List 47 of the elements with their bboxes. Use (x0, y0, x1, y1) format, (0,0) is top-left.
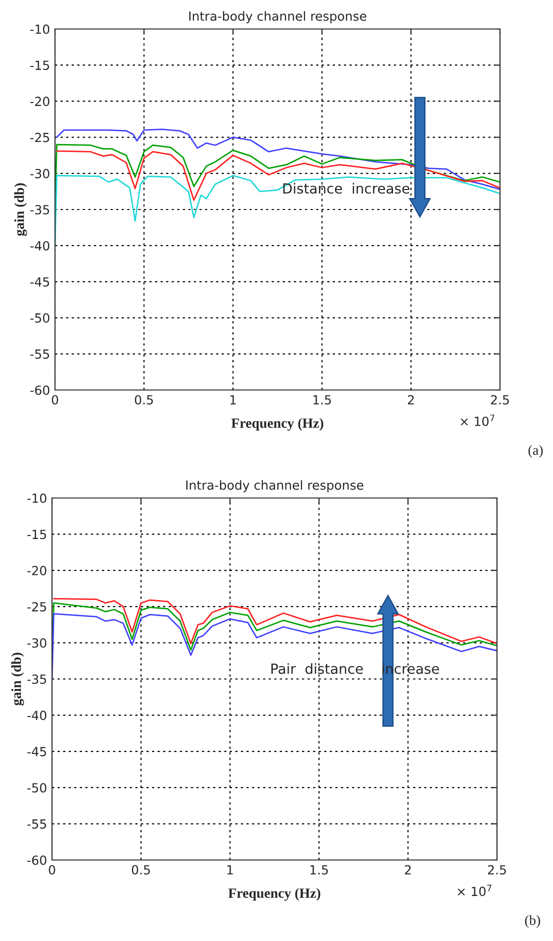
y-tick-label: -20 (30, 96, 50, 106)
x-axis-title: Frequency (Hz) (231, 418, 324, 431)
annotation: Distance increase (283, 182, 410, 194)
x-tick-label: 0 (52, 395, 58, 405)
y-tick-label: -25 (27, 602, 46, 612)
x-axis-title: Frequency (Hz) (228, 888, 320, 901)
y-tick-label: -40 (30, 241, 50, 251)
x-tick-label: 1 (227, 865, 233, 874)
x-tick-label: 1 (230, 395, 236, 404)
y-axis-title: gain (db) (11, 652, 24, 706)
text: (b) (525, 915, 540, 928)
text: (a) (528, 445, 543, 458)
line-series (53, 598, 497, 644)
x-tick-label: 2.5 (490, 395, 509, 405)
x-tick-label: 2 (408, 395, 414, 404)
y-axis-title: gain (db) (14, 183, 27, 236)
y-tick-label: -10 (30, 24, 50, 34)
y-tick-label: -50 (30, 313, 50, 323)
text: × 10$^{7}$ (460, 414, 494, 426)
y-tick-label: -60 (27, 855, 46, 865)
line-series (56, 150, 500, 201)
x-tick-label: 0.5 (134, 395, 153, 405)
x-tick-label: 2.5 (488, 865, 506, 875)
y-tick-label: -25 (30, 132, 50, 142)
x-tick-label: 1.5 (310, 865, 328, 875)
chart-title: Intra-body channel response (189, 11, 366, 24)
y-tick-label: -40 (27, 710, 46, 720)
y-tick-label: -10 (27, 493, 46, 503)
y-tick-label: -20 (27, 566, 46, 576)
y-tick-label: -60 (30, 385, 50, 395)
chart-title: Intra-body channel response (186, 480, 364, 492)
y-tick-label: -55 (30, 350, 50, 359)
text: × 10$^{7}$ (458, 884, 492, 896)
y-tick-label: -15 (27, 530, 46, 540)
x-tick-label: 2 (404, 865, 411, 874)
y-tick-label: -35 (30, 204, 50, 214)
y-tick-label: -35 (27, 674, 46, 684)
x-tick-label: 0 (48, 865, 56, 875)
x-tick-label: 0.5 (132, 865, 150, 875)
y-tick-label: -30 (30, 168, 50, 178)
x-tick-label: 1.5 (313, 395, 331, 405)
y-tick-label: -30 (27, 638, 46, 648)
y-tick-label: -55 (27, 819, 46, 829)
y-tick-label: -15 (30, 60, 50, 70)
y-tick-label: -45 (27, 747, 46, 756)
y-tick-label: -45 (30, 277, 50, 287)
y-tick-label: -50 (27, 783, 46, 793)
